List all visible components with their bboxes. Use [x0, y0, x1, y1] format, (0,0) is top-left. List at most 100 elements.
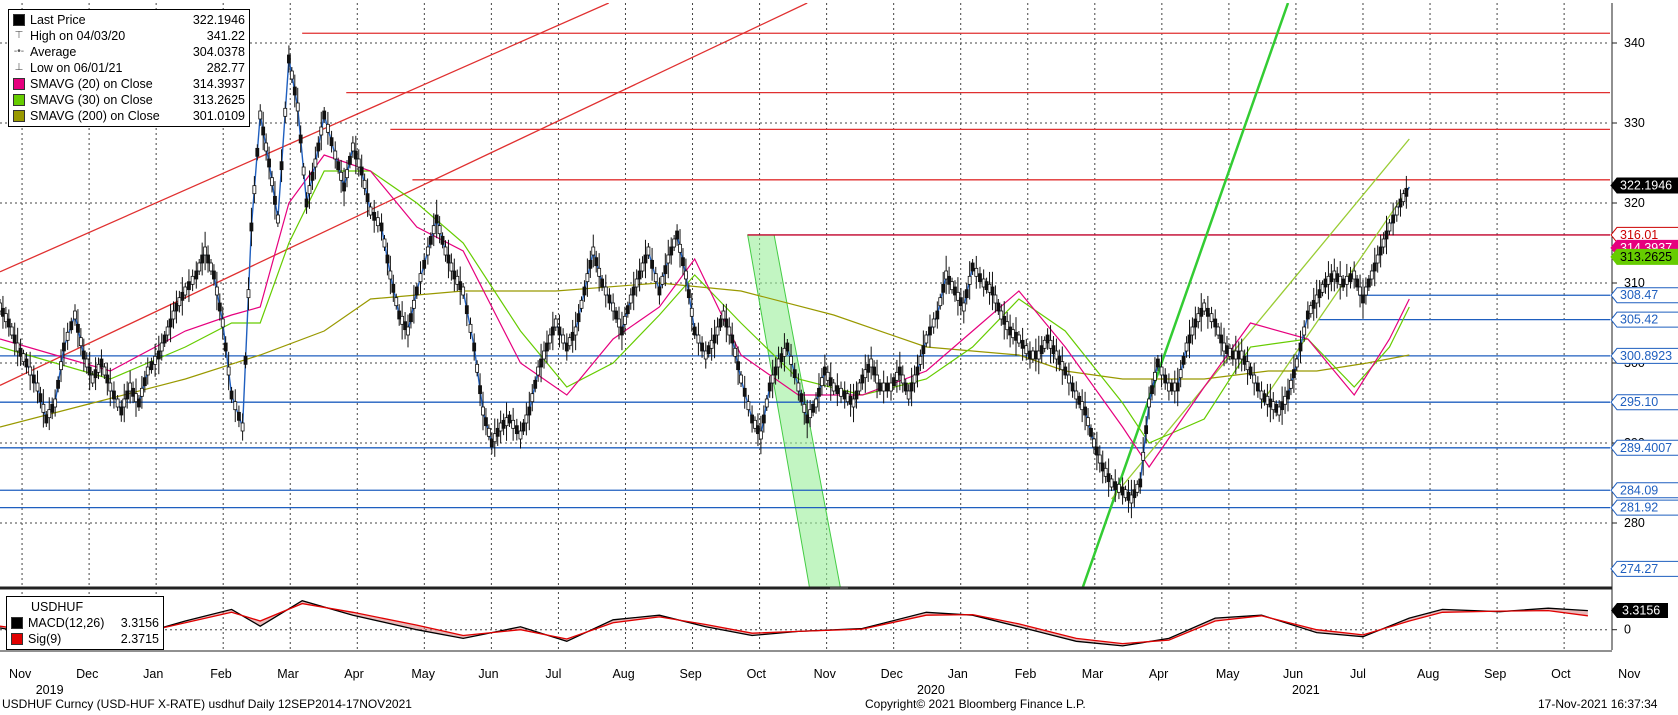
price-label-text: 322.1946 — [1620, 178, 1672, 192]
price-bar-body — [261, 126, 266, 136]
price-bar-body — [73, 310, 77, 320]
price-level-label: 284.09 — [1610, 482, 1678, 499]
price-bar-body — [1138, 478, 1143, 488]
price-bar-body — [108, 382, 113, 392]
price-bar-body — [322, 110, 327, 120]
x-tick-label: Feb — [210, 667, 232, 681]
price-level-label: 316.01 — [1610, 226, 1678, 243]
price-bar-body — [1020, 339, 1025, 349]
price-plot-area — [0, 3, 1610, 587]
price-bar-body — [582, 286, 587, 296]
price-bar-body — [84, 358, 89, 368]
price-bars — [0, 45, 1409, 519]
price-bar-body — [475, 363, 480, 373]
price-bar-body — [1283, 395, 1287, 405]
price-bar-body — [56, 379, 60, 389]
price-bar-body — [660, 275, 665, 285]
price-bar-body — [706, 345, 711, 355]
price-bar-body — [342, 182, 346, 192]
price-bar-body — [715, 326, 720, 336]
x-tick-label: Jun — [1283, 667, 1303, 681]
price-bar-body — [1219, 334, 1224, 344]
price-bar-body — [906, 390, 911, 400]
x-tick-label: Aug — [612, 667, 634, 681]
price-bar-body — [851, 398, 856, 408]
price-bar-body — [1209, 313, 1214, 323]
price-bar-body — [611, 302, 616, 312]
price-bar-body — [478, 385, 482, 395]
price-label-text: 308.47 — [1620, 288, 1658, 302]
price-bar-body — [1305, 310, 1310, 320]
x-year-label: 2021 — [1292, 683, 1320, 697]
price-bar-body — [947, 275, 951, 285]
price-bar-body — [576, 313, 581, 323]
price-bar-body — [458, 281, 463, 291]
trend-line — [0, 3, 609, 273]
price-bar-body — [958, 297, 963, 307]
price-bar-body — [782, 347, 787, 357]
macd-plot-area — [0, 592, 1610, 650]
price-bar-body — [1242, 355, 1247, 365]
price-bar-body — [379, 222, 384, 232]
price-bar-body — [1113, 481, 1118, 491]
price-bar-body — [240, 422, 245, 432]
price-bar-body — [1364, 286, 1368, 296]
series-line — [0, 170, 1410, 444]
price-bar-body — [301, 166, 306, 176]
x-tick-label: Sep — [680, 667, 702, 681]
price-bar-body — [603, 286, 608, 296]
price-bar-body — [646, 246, 651, 256]
price-bar-body — [452, 270, 457, 280]
price-bar-body — [165, 326, 170, 336]
price-bar-body — [1024, 345, 1029, 355]
price-bar-body — [62, 342, 66, 352]
price-bar-body — [333, 150, 338, 160]
price-label-box — [1610, 311, 1678, 328]
legend-item: Sig(9) 2.3715 — [11, 631, 159, 647]
price-bar-body — [657, 286, 662, 296]
price-bar-body — [733, 347, 738, 357]
price-bar-body — [270, 177, 274, 187]
price-bar-body — [203, 246, 208, 256]
price-bar-body — [597, 267, 602, 277]
price-bar-body — [1341, 278, 1346, 288]
price-bar-body — [547, 334, 552, 344]
price-bar-body — [295, 102, 300, 112]
price-bar-body — [1398, 198, 1403, 208]
price-bar-body — [1193, 318, 1198, 328]
x-tick-label: Aug — [1417, 667, 1439, 681]
price-bar-body — [0, 302, 2, 312]
price-bar-body — [805, 414, 810, 424]
price-bar-body — [875, 374, 879, 384]
price-bar-body — [675, 230, 679, 240]
price-bar-body — [1002, 315, 1007, 325]
price-bar-body — [672, 238, 677, 248]
price-bar-body — [756, 425, 760, 435]
legend-label: MACD(12,26) — [28, 616, 105, 630]
price-bar-body — [1314, 294, 1319, 304]
price-bar-body — [696, 334, 701, 344]
price-bar-body — [486, 427, 491, 437]
price-bar-body — [681, 257, 685, 267]
price-bar-body — [567, 337, 572, 347]
price-bar-body — [1317, 289, 1322, 299]
price-bar-body — [527, 406, 532, 416]
price-bar-body — [275, 214, 280, 224]
price-bar-body — [1361, 294, 1365, 304]
footer-timestamp: 17-Nov-2021 16:37:34 — [1538, 697, 1658, 711]
price-bar-body — [628, 294, 633, 304]
price-bar-body — [1051, 345, 1056, 355]
price-bar-body — [168, 318, 173, 328]
price-bar-body — [640, 262, 645, 272]
price-bar-body — [1404, 187, 1409, 197]
price-bar-body — [1086, 417, 1090, 427]
price-bar-body — [511, 419, 516, 429]
price-level-label: 322.1946 — [1610, 177, 1678, 194]
legend-item: Last Price 322.1946 — [13, 12, 245, 28]
price-bar-body — [1348, 273, 1353, 283]
price-bar-body — [878, 382, 882, 392]
price-bar-body — [183, 286, 188, 296]
price-bar-body — [1358, 286, 1362, 296]
legend-label: Sig(9) — [28, 632, 62, 646]
price-bar-body — [237, 411, 241, 421]
